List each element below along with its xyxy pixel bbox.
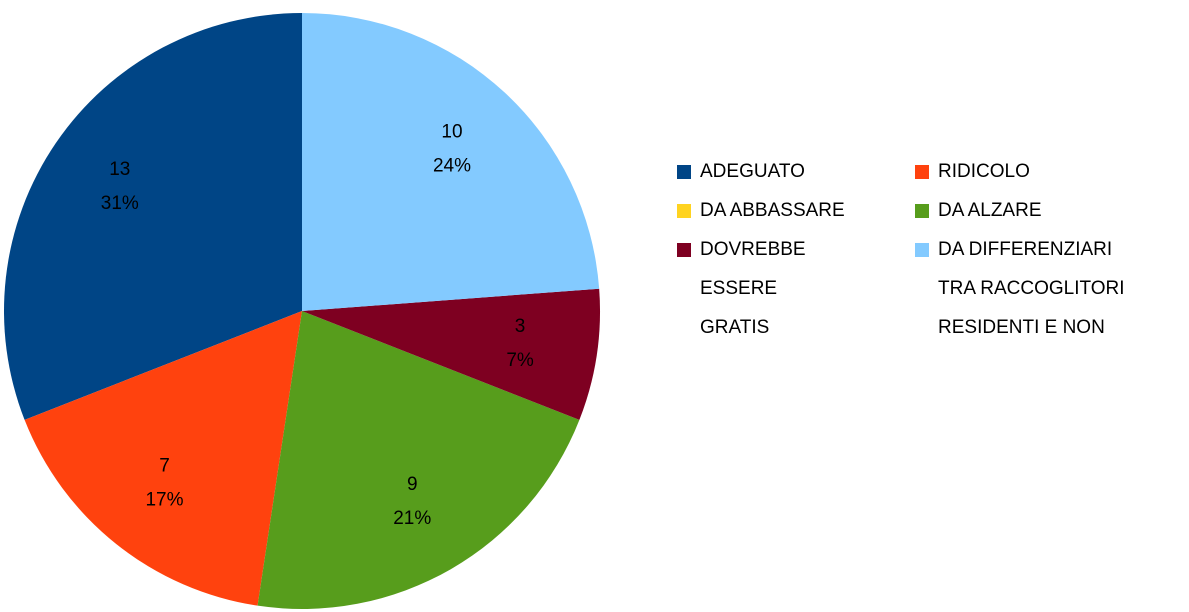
legend-item: RIDICOLO (915, 152, 1175, 191)
legend-swatch (677, 243, 691, 257)
legend-item: DA ALZARE (915, 191, 1175, 230)
legend-item: ADEGUATO (677, 152, 915, 191)
pie-slice (257, 311, 580, 609)
slice-value-label: 3 (515, 316, 526, 337)
slice-percent-label: 21% (393, 508, 431, 529)
legend-swatch (915, 165, 929, 179)
legend-label: DA ABBASSARE (700, 200, 845, 221)
legend-item: DA ABBASSARE (677, 191, 915, 230)
pie-slice (302, 288, 600, 420)
legend-item: DOVREBBE ESSERE GRATIS (677, 230, 915, 347)
slice-value-label: 13 (109, 159, 130, 180)
slice-value-label: 9 (407, 474, 418, 495)
legend-label: DA DIFFERENZIARI TRA RACCOGLITORI RESIDE… (938, 239, 1125, 338)
slice-percent-label: 17% (145, 489, 183, 510)
legend-swatch (677, 204, 691, 218)
pie-slice (302, 13, 600, 311)
slice-percent-label: 31% (101, 193, 139, 214)
legend-swatch (677, 165, 691, 179)
pie-slice (3, 13, 302, 420)
legend-label: ADEGUATO (700, 161, 805, 182)
slice-value-label: 10 (441, 121, 462, 142)
legend-label: DA ALZARE (938, 200, 1042, 221)
slice-value-label: 7 (159, 455, 170, 476)
pie-slice (24, 311, 303, 606)
legend-label: DOVREBBE ESSERE GRATIS (700, 239, 806, 338)
slice-percent-label: 24% (433, 155, 471, 176)
legend-item: DA DIFFERENZIARI TRA RACCOGLITORI RESIDE… (915, 230, 1175, 347)
legend: ADEGUATO RIDICOLO DA ABBASSARE DA ALZARE DOV… (677, 152, 1175, 347)
slice-percent-label: 7% (506, 350, 534, 371)
legend-swatch (915, 204, 929, 218)
legend-label: RIDICOLO (938, 161, 1030, 182)
legend-swatch (915, 243, 929, 257)
